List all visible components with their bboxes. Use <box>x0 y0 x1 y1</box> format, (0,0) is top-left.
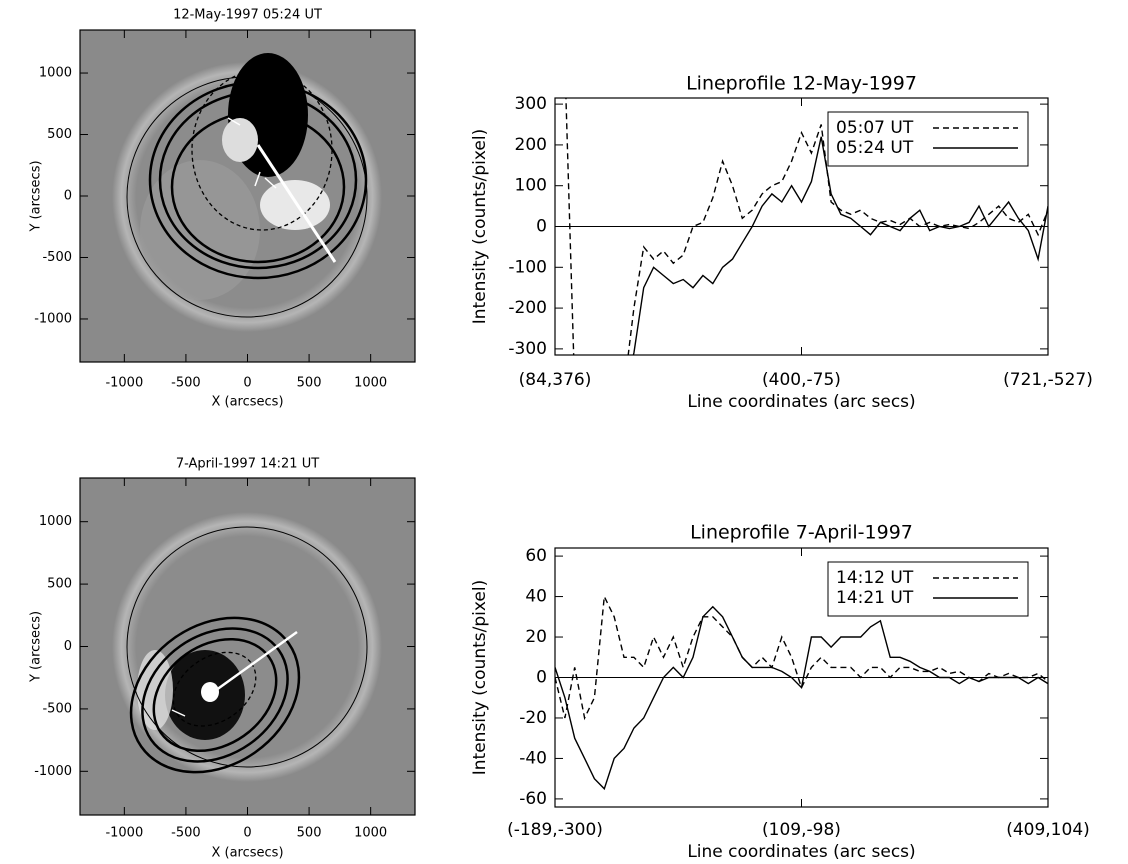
y-tick-label: -300 <box>508 339 547 359</box>
line-series <box>555 605 1048 791</box>
legend-label: 05:07 UT <box>836 118 914 138</box>
x-tick-label: 1000 <box>354 376 387 391</box>
y-tick-label: -500 <box>42 701 72 716</box>
legend-label: 14:21 UT <box>836 588 914 608</box>
chart-title: 12-May-1997 05:24 UT <box>173 8 322 23</box>
y-tick-label: -100 <box>508 257 547 277</box>
x-tick-label: -1000 <box>105 826 143 841</box>
x-tick-label: (84,376) <box>519 370 592 390</box>
y-tick-label: 20 <box>525 627 547 647</box>
solar-image <box>80 478 415 815</box>
y-tick-label: 0 <box>64 189 72 204</box>
y-tick-label: -60 <box>519 789 547 809</box>
x-tick-label: 0 <box>243 826 251 841</box>
y-tick-label: -1000 <box>34 311 72 326</box>
y-tick-label: 0 <box>64 639 72 654</box>
plot-frame <box>554 97 1049 356</box>
x-tick-label: (-189,-300) <box>507 820 603 840</box>
y-axis-label: Y (arcsecs) <box>29 160 44 232</box>
y-tick-label: 1000 <box>39 66 72 81</box>
x-tick-label: (409,104) <box>1006 820 1090 840</box>
plot-frame <box>79 477 416 816</box>
x-axis-label: Line coordinates (arc secs) <box>687 392 915 412</box>
legend-box <box>827 561 1029 617</box>
y-axis-label: Y (arcsecs) <box>29 611 44 683</box>
y-tick-label: 200 <box>515 135 547 155</box>
y-axis-label: Intensity (counts/pixel) <box>470 580 490 775</box>
x-axis-label: X (arcsecs) <box>211 846 283 861</box>
y-tick-label: 60 <box>525 546 547 566</box>
plot-frame <box>79 29 416 363</box>
y-axis-label: Intensity (counts/pixel) <box>470 129 490 324</box>
y-tick-label: -200 <box>508 298 547 318</box>
x-tick-label: -500 <box>171 376 201 391</box>
y-tick-label: 500 <box>47 577 72 592</box>
y-tick-label: -20 <box>519 708 547 728</box>
y-tick-label: -500 <box>42 250 72 265</box>
chart-title: Lineprofile 12-May-1997 <box>686 73 917 95</box>
x-tick-label: 500 <box>297 826 322 841</box>
x-tick-label: 500 <box>297 376 322 391</box>
x-axis-label: X (arcsecs) <box>211 395 283 410</box>
x-tick-label: (109,-98) <box>762 820 841 840</box>
x-tick-label: (721,-527) <box>1003 370 1093 390</box>
solar-image <box>80 30 415 362</box>
y-tick-label: -40 <box>519 748 547 768</box>
y-tick-label: 0 <box>536 217 547 237</box>
x-tick-label: -1000 <box>105 376 143 391</box>
y-tick-label: 40 <box>525 587 547 607</box>
plot-frame <box>554 547 1049 808</box>
y-tick-label: 1000 <box>39 514 72 529</box>
legend-label: 14:12 UT <box>836 568 914 588</box>
y-tick-label: 100 <box>515 176 547 196</box>
legend-box <box>827 111 1029 167</box>
y-tick-label: 0 <box>536 668 547 688</box>
line-series <box>632 136 1048 355</box>
x-tick-label: (400,-75) <box>762 370 841 390</box>
y-tick-label: 300 <box>515 94 547 114</box>
plot-area <box>565 98 1048 355</box>
line-series <box>565 98 1048 355</box>
chart-title: Lineprofile 7-April-1997 <box>690 522 913 544</box>
x-tick-label: -500 <box>171 826 201 841</box>
plot-area <box>555 594 1048 791</box>
x-tick-label: 1000 <box>354 826 387 841</box>
x-tick-label: 0 <box>243 376 251 391</box>
x-axis-label: Line coordinates (arc secs) <box>687 842 915 862</box>
y-tick-label: 500 <box>47 127 72 142</box>
chart-title: 7-April-1997 14:21 UT <box>176 457 319 472</box>
y-tick-label: -1000 <box>34 764 72 779</box>
legend-label: 05:24 UT <box>836 138 914 158</box>
